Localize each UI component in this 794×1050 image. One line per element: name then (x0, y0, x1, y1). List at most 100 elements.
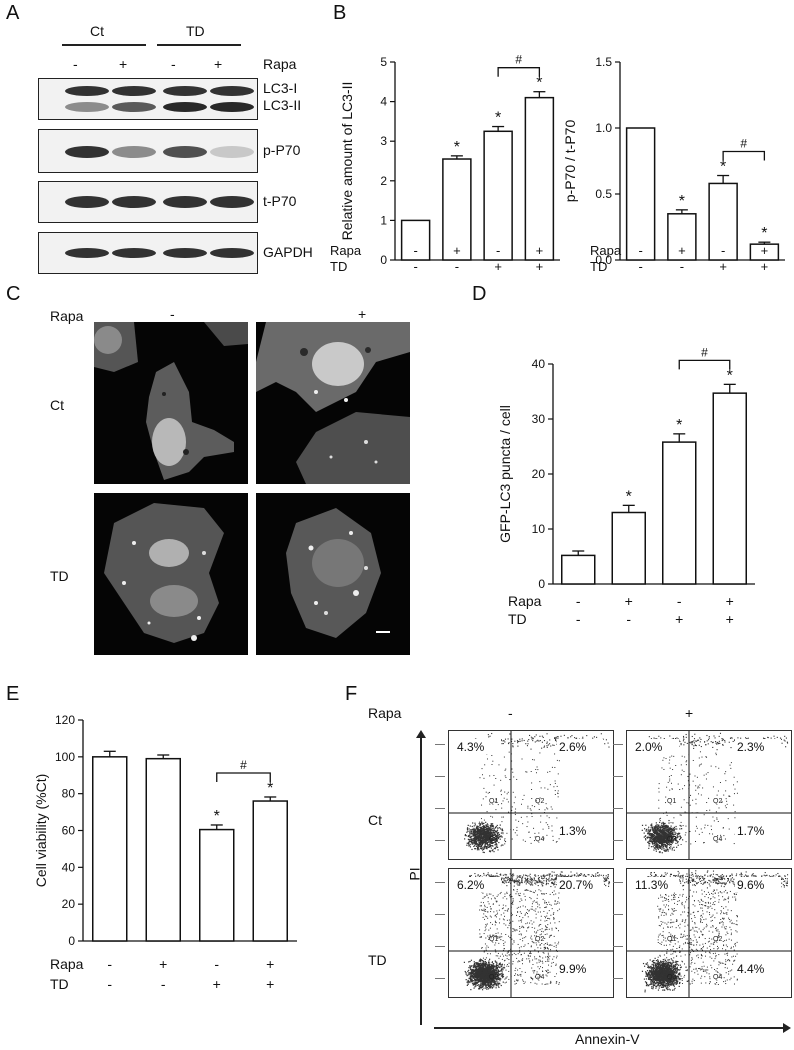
flow-percent-ul-3: 6.2% (457, 878, 485, 892)
significance-mark-B1-3: * (495, 110, 501, 127)
y-tick-label-D: 0 (538, 577, 545, 591)
cond-rapa-sign-D: + (726, 593, 734, 609)
flow-plot-2: Q1 Q2 Q3 Q4 2.0% 2.3% 1.7% (626, 730, 792, 860)
bracket-label-D: # (701, 345, 708, 359)
chart-D: 0 10 20 30 40 GFP-LC3 puncta / cell * * * # Rapa TD… (497, 345, 755, 627)
y-tick-label-B1: 5 (380, 55, 387, 69)
flow-percent-ur-1: 2.6% (559, 740, 587, 754)
significance-mark-D-2: * (626, 488, 632, 505)
rapa-sign-2: + (119, 56, 128, 72)
quadrant-id-1: Q1 (667, 936, 676, 943)
panel-letter-b: B (333, 2, 347, 24)
cond-rapa-sign-B2: + (678, 243, 686, 258)
flow-axis-tick (435, 736, 445, 745)
band-lc3_ii-4 (210, 102, 254, 112)
blot-label-tp70: t-P70 (263, 193, 297, 209)
flow-plot-4: Q1 Q2 Q3 Q4 11.3% 9.6% 4.4% (626, 868, 792, 998)
bracket-B2 (722, 150, 766, 161)
pi-axis-label: PI (406, 867, 423, 881)
rapa-sign-4: + (214, 56, 223, 72)
flow-percent-lr-1: 1.3% (559, 824, 587, 838)
quadrant-id-2: Q2 (535, 936, 544, 943)
bar-D-4 (712, 392, 747, 585)
annexin-axis-arrow (434, 1027, 786, 1029)
f-row-label-ct: Ct (368, 812, 382, 828)
flow-axis-tick (613, 832, 623, 841)
cond-td-sign-B2: + (719, 259, 727, 274)
cond-rapa-sign-E: - (214, 956, 219, 972)
cond-label-td-B2: TD (590, 259, 607, 274)
cond-rapa-sign-B1: - (496, 243, 500, 258)
micrograph-td-control (94, 493, 248, 655)
significance-mark-B2-4: * (761, 225, 767, 242)
micrograph-ct-rapa (256, 322, 410, 484)
y-tick-label-B1: 0 (380, 253, 387, 267)
flow-percent-ul-1: 4.3% (457, 740, 485, 754)
band-gapdh-1 (65, 248, 109, 258)
flow-dots-3 (463, 871, 611, 991)
cond-rapa-sign-B1: + (536, 243, 544, 258)
flow-axis-tick (435, 768, 445, 777)
quadrant-id-1: Q1 (489, 798, 498, 805)
blot-pp70 (38, 129, 258, 173)
flow-plot-3: Q1 Q2 Q3 Q4 6.2% 20.7% 9.9% (448, 868, 614, 998)
y-axis-label-E: Cell viability (%Ct) (33, 774, 49, 888)
flow-axis-tick (613, 800, 623, 809)
f-col-sign-plus: + (685, 705, 694, 721)
cond-td-sign-B1: + (494, 259, 502, 274)
band-tp70-1 (65, 196, 109, 208)
bracket-label-E: # (240, 758, 247, 772)
y-axis-label-B1: Relative amount of LC3-II (339, 82, 355, 241)
quadrant-id-3: Q3 (667, 836, 676, 843)
flow-axis-tick (613, 736, 623, 745)
y-tick-label-B1: 2 (380, 174, 387, 188)
annexin-axis-label: Annexin-V (575, 1031, 640, 1047)
cond-label-td-E: TD (50, 976, 69, 992)
significance-mark-B1-4: * (536, 75, 542, 92)
rapa-label-c: Rapa (50, 308, 84, 324)
y-tick-label-D: 30 (532, 412, 546, 426)
cond-label-rapa-B2: Rapa (590, 243, 622, 258)
band-lc3_i-3 (163, 86, 207, 96)
group-label-td: TD (186, 23, 205, 39)
group-line-ct (62, 44, 146, 46)
blot-tp70 (38, 181, 258, 223)
cond-td-sign-E: - (161, 976, 166, 992)
significance-mark-D-3: * (676, 417, 682, 434)
cond-td-sign-D: - (576, 611, 581, 627)
y-tick-label-B2: 1.0 (595, 121, 612, 135)
row-label-td: TD (50, 568, 69, 584)
col-sign-minus: - (170, 306, 175, 322)
blot-label-lc3-i: LC3-I (263, 80, 298, 96)
flow-axis-tick (435, 874, 445, 883)
quadrant-id-2: Q2 (535, 798, 544, 805)
y-tick-label-B1: 4 (380, 95, 387, 109)
blot-gapdh (38, 232, 258, 274)
bar-D-1 (561, 554, 596, 585)
band-gapdh-4 (210, 248, 254, 258)
y-tick-label-D: 40 (532, 357, 546, 371)
annexin-arrowhead-icon (783, 1023, 791, 1033)
quadrant-id-4: Q4 (535, 836, 544, 843)
band-lc3_ii-2 (112, 102, 156, 112)
bar-E-4 (252, 800, 288, 942)
significance-mark-E-3: * (214, 808, 220, 825)
band-lc3_i-1 (65, 86, 109, 96)
cond-rapa-sign-E: + (159, 956, 167, 972)
quadrant-id-1: Q1 (489, 936, 498, 943)
band-pp70-4 (210, 146, 254, 158)
cond-label-td-D: TD (508, 611, 527, 627)
cond-label-rapa-E: Rapa (50, 956, 84, 972)
chart-B1: 0 1 2 3 4 5 Relative amount of LC3-II * * * # RapaT… (330, 53, 560, 274)
y-tick-label-D: 10 (532, 522, 546, 536)
bracket-label-B1: # (515, 53, 522, 67)
quadrant-id-3: Q3 (489, 974, 498, 981)
flow-axis-tick (613, 938, 623, 947)
band-pp70-1 (65, 146, 109, 158)
cond-td-sign-D: - (626, 611, 631, 627)
f-row-label-td: TD (368, 952, 387, 968)
cond-label-rapa-D: Rapa (508, 593, 542, 609)
band-gapdh-3 (163, 248, 207, 258)
pi-axis-arrow (420, 733, 422, 1025)
blot-label-pp70: p-P70 (263, 142, 301, 158)
